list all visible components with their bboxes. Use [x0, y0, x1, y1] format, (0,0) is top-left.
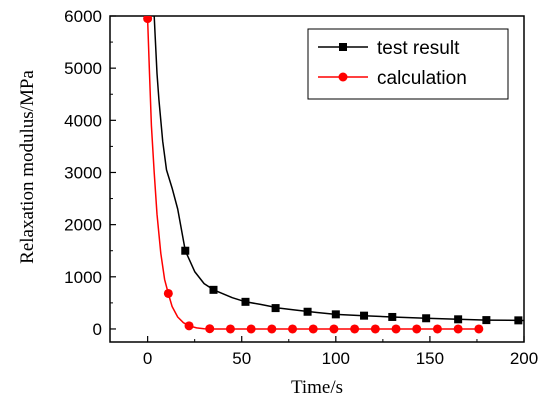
legend-label-calculation: calculation	[377, 68, 467, 89]
data-point-test-result	[454, 315, 463, 324]
legend-box	[307, 28, 509, 100]
data-point-calculation	[453, 324, 463, 334]
y-tick-label: 2000	[64, 216, 102, 235]
data-point-test-result	[514, 316, 523, 325]
legend-marker-calculation	[338, 72, 348, 82]
series-line-test-result	[153, 16, 524, 322]
plot-frame	[109, 15, 525, 343]
data-point-calculation	[246, 324, 256, 334]
y-tick-label: 3000	[64, 163, 102, 182]
data-point-test-result	[482, 316, 491, 325]
legend-marker-test-result	[339, 43, 347, 51]
data-point-calculation	[308, 324, 318, 334]
y-tick-label: 4000	[64, 111, 102, 130]
data-point-calculation	[370, 324, 380, 334]
data-point-calculation	[225, 324, 235, 334]
series-layer	[143, 16, 524, 334]
y-tick-label: 6000	[64, 7, 102, 26]
series-line-calculation	[146, 18, 483, 330]
data-point-calculation	[432, 324, 442, 334]
data-point-test-result	[209, 285, 218, 294]
data-point-test-result	[388, 312, 397, 321]
data-point-calculation	[391, 324, 401, 334]
data-point-test-result	[422, 314, 431, 323]
data-point-test-result	[241, 297, 250, 306]
legend-entries: test result calculation	[318, 38, 467, 89]
x-tick-label: 50	[232, 349, 251, 368]
data-point-test-result	[360, 311, 369, 320]
x-tick-label: 200	[510, 349, 538, 368]
x-axis-title: Time/s	[291, 377, 343, 398]
legend: test result calculation	[307, 28, 509, 100]
data-point-calculation	[474, 324, 484, 334]
data-point-test-result	[181, 246, 190, 255]
x-tick-label: 150	[416, 349, 444, 368]
x-tick-label: 0	[143, 349, 152, 368]
y-tick-label: 5000	[64, 59, 102, 78]
y-axis-title: Relaxation modulus/MPa	[17, 70, 38, 264]
data-point-calculation	[412, 324, 422, 334]
x-tick-label: 100	[322, 349, 350, 368]
y-tick-label: 1000	[64, 268, 102, 287]
data-point-test-result	[303, 307, 312, 316]
y-tick-label: 0	[93, 320, 102, 339]
data-point-calculation	[288, 324, 298, 334]
data-point-calculation	[143, 16, 153, 24]
data-point-calculation	[350, 324, 360, 334]
data-point-test-result	[271, 304, 280, 313]
data-point-calculation	[267, 324, 277, 334]
data-point-calculation	[163, 288, 173, 298]
data-point-calculation	[205, 324, 215, 334]
data-point-test-result	[331, 310, 340, 319]
data-point-calculation	[329, 324, 339, 334]
data-point-calculation	[184, 321, 194, 331]
legend-label-test-result: test result	[377, 38, 460, 59]
